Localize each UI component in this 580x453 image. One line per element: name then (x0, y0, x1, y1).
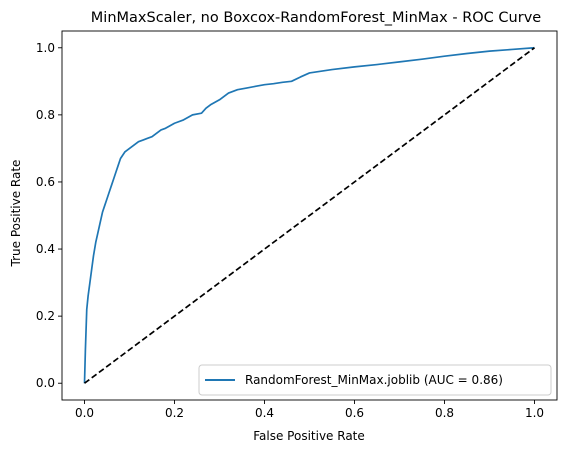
plot-area: 0.0 0.2 0.4 0.6 0.8 1.0 0.0 0.2 0.4 0.6 0.8 1.0 (36, 30, 558, 420)
y-tick-label: 0.8 (36, 108, 55, 122)
x-tick-label: 0.6 (345, 406, 364, 420)
x-tick-label: 0.2 (165, 406, 184, 420)
y-tick-label: 0.4 (36, 242, 55, 256)
y-tick-label: 1.0 (36, 41, 55, 55)
x-tick-label: 0.8 (435, 406, 454, 420)
roc-curve-line (83, 46, 535, 384)
legend-label: RandomForest_MinMax.joblib (AUC = 0.86) (245, 373, 503, 387)
x-tick-label: 0.0 (75, 406, 94, 420)
legend-frame (198, 364, 552, 396)
chart-title: MinMaxScaler, no Boxcox-RandomForest_Min… (91, 10, 541, 26)
y-axis-label: True Positive Rate (9, 160, 23, 268)
x-tick-label: 1.0 (525, 406, 544, 420)
y-tick-label: 0.0 (36, 376, 55, 390)
legend: RandomForest_MinMax.joblib (AUC = 0.86) (198, 364, 552, 396)
y-tick-label: 0.2 (36, 309, 55, 323)
x-axis-label: False Positive Rate (253, 429, 365, 443)
x-tick-label: 0.4 (255, 406, 274, 420)
axes-frame (61, 30, 558, 401)
y-tick-label: 0.6 (36, 175, 55, 189)
chance-diagonal-line (83, 47, 536, 384)
